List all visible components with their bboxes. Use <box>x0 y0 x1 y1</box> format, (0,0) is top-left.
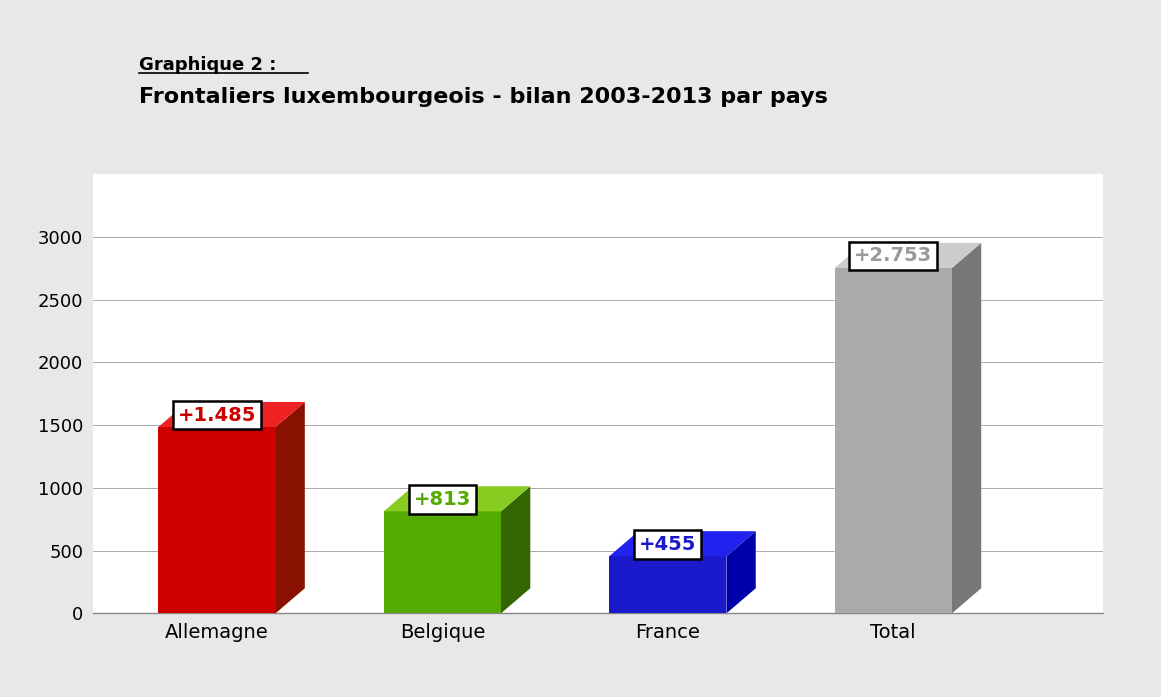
Polygon shape <box>835 243 981 268</box>
Text: +1.485: +1.485 <box>178 406 257 424</box>
Polygon shape <box>275 402 305 613</box>
Polygon shape <box>384 512 500 613</box>
Polygon shape <box>610 531 756 556</box>
Polygon shape <box>158 427 275 613</box>
Text: +2.753: +2.753 <box>854 247 932 266</box>
Polygon shape <box>610 556 727 613</box>
Polygon shape <box>952 243 981 613</box>
Polygon shape <box>500 487 531 613</box>
Text: Graphique 2 :: Graphique 2 : <box>139 56 276 74</box>
Text: Frontaliers luxembourgeois - bilan 2003-2013 par pays: Frontaliers luxembourgeois - bilan 2003-… <box>139 87 828 107</box>
Text: +455: +455 <box>639 535 697 553</box>
Polygon shape <box>727 531 756 613</box>
Text: +813: +813 <box>413 490 471 509</box>
Polygon shape <box>835 268 952 613</box>
Polygon shape <box>384 487 531 512</box>
Polygon shape <box>158 402 305 427</box>
